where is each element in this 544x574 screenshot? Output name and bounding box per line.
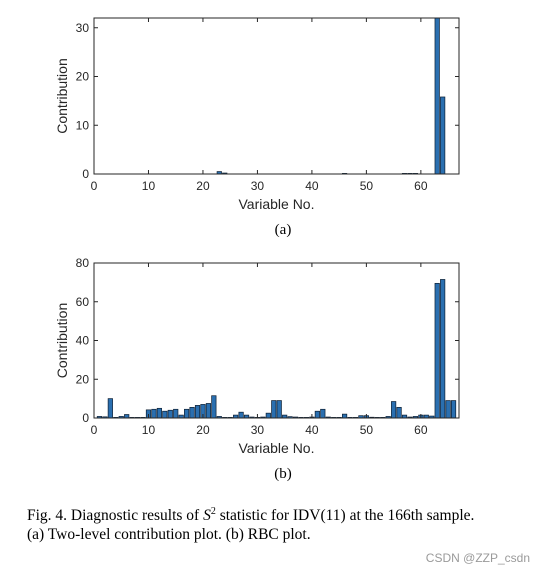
chart-bar xyxy=(450,400,457,419)
chart-bar xyxy=(107,398,113,419)
chart-bar xyxy=(276,400,282,419)
chart-bar xyxy=(342,413,348,419)
chart-bar xyxy=(151,408,157,419)
plot-frame xyxy=(93,262,460,419)
x-tick-label: 60 xyxy=(414,423,428,437)
chart-bar xyxy=(434,282,440,419)
chart-bar xyxy=(271,400,277,419)
caption-suffix: statistic for IDV(11) at the 166th sampl… xyxy=(215,507,475,524)
y-tick-label: 40 xyxy=(76,334,90,348)
caption-line-1: Fig. 4. Diagnostic results of S2 statist… xyxy=(27,506,527,525)
chart-bar xyxy=(156,407,162,419)
chart-bar xyxy=(396,406,402,419)
chart-bar xyxy=(124,414,130,419)
x-tick-label: 30 xyxy=(251,423,265,437)
subfigure-label-a: (a) xyxy=(274,222,292,238)
x-tick-label: 10 xyxy=(142,179,156,193)
x-tick-label: 10 xyxy=(142,423,156,437)
caption-prefix: Fig. 4. Diagnostic results of xyxy=(27,507,204,524)
contribution-chart-a: 0 10 20 30 40 50 60 0 10 20 30 Variable No. Contribu… xyxy=(54,17,460,212)
chart-bar xyxy=(173,408,179,419)
chart-bar xyxy=(167,409,173,419)
chart-bar xyxy=(434,17,440,175)
chart-bar xyxy=(440,279,446,419)
chart-bar xyxy=(391,401,397,419)
chart-bar xyxy=(314,410,320,419)
y-tick-label: 20 xyxy=(76,372,90,386)
x-tick-label: 0 xyxy=(91,179,98,193)
y-tick-label: 20 xyxy=(76,70,90,84)
chart-bar xyxy=(238,411,244,419)
x-tick-label: 20 xyxy=(196,423,210,437)
x-axis-label: Variable No. xyxy=(238,440,314,456)
chart-bar xyxy=(194,405,201,419)
figure-caption: Fig. 4. Diagnostic results of S2 statist… xyxy=(27,506,527,544)
y-tick-label: 10 xyxy=(76,118,90,132)
caption-statistic-superscript: 2 xyxy=(210,505,216,517)
y-axis-label: Contribution xyxy=(54,303,70,379)
rbc-chart-b: 0 10 20 30 40 50 60 0 20 40 60 80 Variable No. Contri… xyxy=(54,256,460,456)
x-tick-label: 0 xyxy=(91,423,98,437)
chart-bar xyxy=(211,395,217,419)
x-tick-label: 50 xyxy=(360,179,374,193)
caption-statistic-symbol: S xyxy=(203,507,211,524)
subfigure-label-b: (b) xyxy=(274,466,292,482)
y-tick-label: 80 xyxy=(76,256,90,270)
x-tick-label: 60 xyxy=(414,179,428,193)
y-tick-label: 0 xyxy=(82,411,89,425)
chart-bar xyxy=(184,408,190,419)
plot-frame xyxy=(93,17,460,175)
x-tick-label: 40 xyxy=(305,179,319,193)
chart-bar xyxy=(265,412,271,419)
chart-bar xyxy=(440,96,446,175)
caption-line-2: (a) Two-level contribution plot. (b) RBC… xyxy=(27,526,311,543)
watermark: CSDN @ZZP_csdn xyxy=(425,551,530,565)
x-tick-label: 20 xyxy=(196,179,210,193)
chart-bar xyxy=(162,410,168,419)
chart-bar xyxy=(189,406,195,419)
chart-bar xyxy=(320,408,326,419)
x-tick-label: 50 xyxy=(360,423,374,437)
y-tick-label: 60 xyxy=(76,295,90,309)
chart-bar xyxy=(205,403,211,419)
x-tick-label: 30 xyxy=(251,179,265,193)
y-tick-label: 0 xyxy=(82,167,89,181)
x-tick-label: 40 xyxy=(305,423,319,437)
y-axis-label: Contribution xyxy=(54,58,70,134)
x-axis-label: Variable No. xyxy=(238,196,314,212)
y-tick-label: 30 xyxy=(76,21,90,35)
chart-bar xyxy=(445,400,451,419)
